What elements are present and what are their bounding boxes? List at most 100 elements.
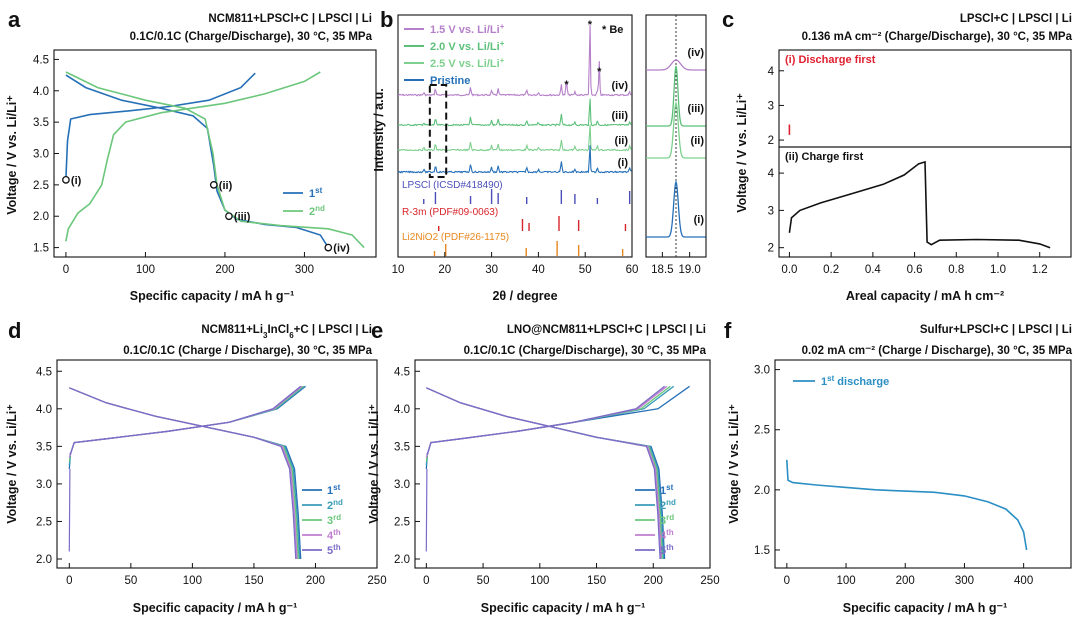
- panel-b-xtick-label: 50: [579, 264, 592, 276]
- panel-e-cycle-5-discharge: [426, 387, 661, 560]
- panel-e-legend-label: 1st: [660, 483, 674, 498]
- panel-e-legend-label: 2nd: [660, 498, 676, 513]
- panel-c-xtick-label: 0.6: [907, 264, 923, 276]
- panel-d-ytick-label: 2.5: [36, 516, 52, 528]
- panel-a-marker-label: (ii): [219, 180, 233, 192]
- panel-a-frame: [53, 49, 377, 258]
- panel-c-ytick-label: 4: [768, 168, 775, 180]
- panel-c-ytick-label: 3: [768, 205, 774, 217]
- panel-a-xtick-label: 0: [63, 264, 69, 276]
- panel-e-cycle-3-charge: [425, 385, 671, 462]
- panel-f-discharge-line: [786, 459, 1028, 551]
- panel-a-xtick-label: 300: [295, 264, 314, 276]
- panel-f-subtitle: 0.02 mA cm⁻² (Charge / Discharge), 30 °C…: [802, 345, 1073, 357]
- panel-d-cycle-1-charge: [68, 385, 307, 469]
- panel-c-sublabel: (ii) Charge first: [785, 151, 864, 163]
- panel-d-xtick-label: 250: [367, 575, 386, 587]
- panel-b-inset-label: (i): [694, 214, 705, 226]
- panel-b-legend-label: 1.5 V vs. Li/Li+: [430, 22, 505, 37]
- panel-d-cycle-5-charge: [69, 385, 302, 455]
- panel-c-series-line: [788, 160, 1051, 249]
- panel-d-ytick-label: 3.5: [36, 441, 52, 453]
- panel-a-marker: [62, 175, 70, 184]
- panel-f-ytick-label: 3.0: [754, 365, 770, 377]
- panel-b-be-note: * Be: [602, 24, 623, 36]
- panel-f-legend-label: 1st discharge: [821, 374, 889, 389]
- panel-e-ytick-label: 2.0: [394, 554, 410, 566]
- panel-b-inset-xtick-label: 19.0: [678, 264, 700, 276]
- panel-a-xtick-label: 200: [215, 264, 234, 276]
- panel-e-subtitle: 0.1C/0.1C (Charge/Discharge), 30 °C, 35 …: [464, 345, 707, 357]
- panel-a-2nd-charge-line: [65, 71, 321, 242]
- panel-b-trace-label: (iv): [612, 80, 629, 92]
- panel-e-ylabel: Voltage / V vs. Li/Li⁺: [367, 404, 381, 524]
- panel-f-label: f: [724, 318, 732, 343]
- panel-d-label: d: [8, 318, 21, 343]
- panel-d-xtick-label: 50: [124, 575, 137, 587]
- panel-d-cycle-3-charge: [68, 385, 304, 462]
- panel-d-cycle-3-discharge: [69, 387, 299, 560]
- panel-b-frame: [397, 14, 633, 258]
- panel-b-ref-label: Li2NiO2 (PDF#26-1175): [402, 232, 509, 243]
- panel-a-marker: [209, 181, 218, 189]
- panel-d-title-part-5: +C | LPSCl | Li: [294, 324, 372, 336]
- panel-c-title: LPSCl+C | LPSCl | Li: [960, 13, 1072, 25]
- panel-e-legend-label: 4th: [660, 528, 674, 543]
- panel-b-trace-ii: [397, 124, 632, 152]
- panel-b-trace-iii: [398, 98, 632, 127]
- panel-b-dashed-highlight: [428, 84, 448, 178]
- panel-c-xtick-label: 1.0: [990, 264, 1006, 276]
- panel-a-xlabel: Specific capacity / mA h g⁻¹: [130, 289, 295, 303]
- panel-f-xtick-label: 400: [1014, 575, 1033, 587]
- panel-e-xtick-label: 150: [587, 575, 606, 587]
- panel-f-frame: [774, 359, 1072, 569]
- panel-b-asterisk: *: [564, 79, 569, 91]
- panel-d-series: 2.0 2.5 3.0 3.5 4.0 4.5 0 50 100 150 200 250 1st2nd3…: [36, 366, 387, 587]
- panel-c-series: 2 3 4 (i) Discharge first 2 3 4 (ii) Charge fir…: [768, 54, 1051, 276]
- panel-b-inset-xtick-label: 18.5: [651, 264, 673, 276]
- panel-d-title: NCM811+Li3InCl6+C | LPSCl | Li: [201, 324, 372, 340]
- panel-e-ytick-label: 2.5: [394, 516, 410, 528]
- panel-d-legend-label: 1st: [327, 483, 341, 498]
- panel-c-subtitle: 0.136 mA cm⁻² (Charge/Discharge), 30 °C,…: [802, 31, 1073, 43]
- panel-f-ytick-label: 2.0: [754, 485, 770, 497]
- panel-b-xtick-label: 10: [392, 264, 405, 276]
- panel-b-legend: 1.5 V vs. Li/Li+ 2.0 V vs. Li/Li+ 2.5 V vs…: [404, 22, 505, 87]
- panel-a-subtitle: 0.1C/0.1C (Charge/Discharge), 30 °C, 35 …: [130, 31, 373, 43]
- panel-b-inset-trace: [646, 100, 706, 159]
- panel-f-xtick-label: 200: [896, 575, 915, 587]
- panel-b-asterisk: *: [588, 19, 593, 31]
- panel-b-trace-label: (ii): [615, 135, 629, 147]
- panel-e-title: LNO@NCM811+LPSCl+C | LPSCl | Li: [507, 324, 706, 336]
- panel-e-legend-label: 5th: [660, 543, 674, 558]
- panel-c-ylabel: Voltage / V vs. Li/Li⁺: [735, 93, 749, 213]
- panel-e: e LNO@NCM811+LPSCl+C | LPSCl | Li 0.1C/0…: [367, 318, 720, 615]
- panel-b-inset-label: (iv): [688, 47, 705, 59]
- panel-d-legend-label: 2nd: [327, 498, 343, 513]
- panel-b-inset-trace: [646, 65, 706, 127]
- panel-c-sublabel: (i) Discharge first: [785, 54, 876, 66]
- panel-e-label: e: [371, 318, 383, 343]
- panel-b-trace-label: (iii): [612, 110, 629, 122]
- panel-b-trace-iv: [397, 24, 632, 97]
- panel-d-xtick-label: 100: [183, 575, 202, 587]
- panel-b-inset-trace: [646, 59, 706, 71]
- panel-d-legend-label: 4th: [327, 528, 341, 543]
- panel-a-y-ticks: 1.5 2.0 2.5 3.0 3.5 4.0 4.5: [33, 54, 59, 255]
- panel-d-ytick-label: 2.0: [36, 554, 52, 566]
- panel-e-ytick-label: 4.0: [394, 404, 410, 416]
- panel-d-cycle-5-discharge: [69, 387, 297, 560]
- panel-d-cycle-2-charge: [68, 385, 305, 466]
- panel-e-ytick-label: 3.0: [394, 479, 410, 491]
- panel-d-frame: [56, 359, 378, 569]
- panel-c-xtick-label: 0.0: [781, 264, 797, 276]
- panel-f-ylabel: Voltage / V vs. Li/Li⁺: [727, 404, 741, 524]
- panel-a-ytick-label: 3.5: [33, 117, 49, 129]
- panel-a-marker: [324, 243, 333, 252]
- panel-d-legend-label: 3rd: [327, 513, 341, 528]
- panel-d: d NCM811+Li3InCl6+C | LPSCl | Li 0.1C/0.…: [5, 318, 387, 615]
- panel-f-series: 1.5 2.0 2.5 3.0 0 100 200 300 400 1st discharge: [754, 365, 1033, 587]
- panel-d-initial-spike: [68, 468, 71, 552]
